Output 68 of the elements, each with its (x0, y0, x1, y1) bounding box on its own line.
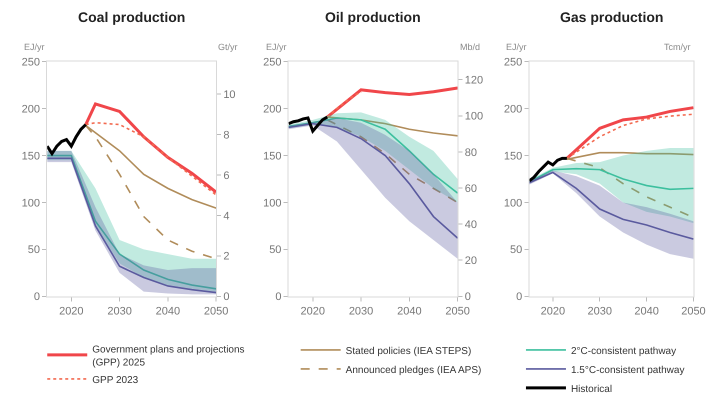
x-tick-label: 2020 (300, 305, 326, 318)
x-tick-label: 2020 (59, 305, 84, 318)
y2-tick-label: 60 (464, 182, 478, 195)
y-tick-label: 0 (34, 291, 40, 304)
chart-title: Gas production (560, 9, 664, 25)
x-tick-label: 2050 (204, 305, 228, 318)
legend-label: Government plans and projections (GPP) 2025 (92, 344, 245, 368)
chart-title: Coal production (78, 9, 186, 25)
y2-axis-title: Tcm/yr (664, 42, 690, 52)
y2-tick-label: 0 (223, 291, 230, 304)
y-tick-label: 50 (510, 244, 522, 256)
y-tick-label: 100 (263, 197, 282, 210)
y-axis-title: EJ/yr (24, 42, 45, 52)
y-tick-label: 150 (22, 150, 40, 162)
x-tick-label: 2030 (348, 305, 374, 318)
legend-label: 2°C-consistent pathway (570, 346, 676, 357)
y2-axis-title: Mb/d (460, 42, 480, 52)
chart-title: Oil production (325, 9, 421, 25)
y2-tick-label: 120 (464, 74, 484, 87)
y-tick-label: 150 (263, 150, 282, 162)
y-tick-label: 100 (504, 197, 522, 210)
line-series (288, 116, 329, 133)
y-tick-label: 200 (263, 103, 282, 116)
y-tick-label: 50 (269, 244, 282, 256)
line-series (326, 90, 362, 118)
y2-tick-label: 80 (464, 146, 478, 159)
y-axis-title: EJ/yr (266, 42, 287, 52)
y-tick-label: 0 (516, 291, 522, 304)
y2-tick-label: 4 (223, 210, 230, 222)
x-tick-label: 2040 (634, 305, 659, 318)
line-series (529, 172, 694, 240)
y2-tick-label: 10 (223, 88, 236, 101)
y-tick-label: 200 (504, 103, 522, 116)
line-series (84, 122, 216, 196)
x-tick-label: 2040 (397, 305, 422, 318)
y-tick-label: 250 (504, 56, 522, 69)
legend-label: Stated policies (IEA STEPS) (346, 346, 472, 357)
y2-tick-label: 20 (464, 255, 478, 268)
y-axis-title: EJ/yr (506, 42, 527, 52)
line-series (529, 156, 568, 182)
x-tick-label: 2050 (681, 305, 706, 318)
y2-tick-label: 6 (223, 170, 230, 182)
y2-tick-label: 8 (223, 129, 230, 142)
y-tick-label: 100 (22, 197, 40, 210)
y-tick-label: 250 (263, 56, 282, 69)
y2-tick-label: 100 (464, 110, 484, 123)
x-tick-label: 2050 (445, 305, 470, 318)
legend-label: Historical (570, 384, 612, 395)
y-tick-label: 200 (22, 103, 40, 116)
line-series (326, 116, 458, 137)
line-series (326, 119, 458, 204)
y-tick-label: 0 (275, 291, 282, 304)
x-tick-label: 2040 (156, 305, 180, 318)
x-tick-label: 2030 (107, 305, 132, 318)
y-tick-label: 50 (28, 244, 40, 256)
y2-axis-title: Gt/yr (218, 42, 238, 52)
line-series (288, 122, 458, 239)
x-tick-label: 2020 (540, 305, 566, 318)
legend-label: 1.5°C-consistent pathway (570, 364, 684, 376)
line-series (47, 123, 88, 156)
y2-tick-label: 40 (464, 218, 478, 231)
y-tick-label: 150 (504, 150, 522, 162)
legend-label: Announced pledges (IEA APS) (346, 364, 482, 376)
x-tick-label: 2030 (587, 305, 612, 318)
legend-label: GPP 2023 (92, 374, 139, 386)
y-tick-label: 250 (22, 56, 40, 69)
y2-tick-label: 0 (464, 291, 471, 304)
y2-tick-label: 2 (223, 250, 230, 263)
